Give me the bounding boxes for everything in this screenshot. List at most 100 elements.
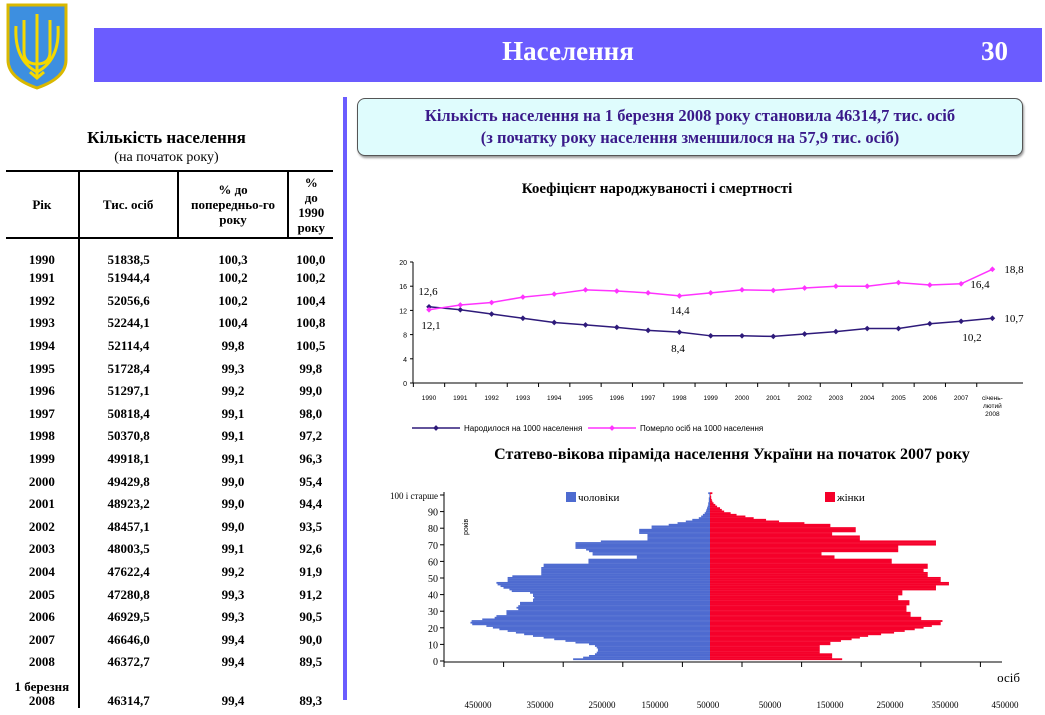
- bar-male: [497, 583, 710, 586]
- y-tick-label: 20: [399, 260, 407, 267]
- bar-female: [710, 621, 941, 624]
- bar-female: [710, 515, 746, 518]
- cell-pct-1990: 100,4: [296, 292, 326, 308]
- data-point: [926, 282, 933, 288]
- bar-female: [710, 548, 899, 551]
- line-chart-title: Коефіцієнт народжуваності і смертності: [522, 181, 793, 197]
- bar-male: [496, 581, 710, 584]
- x-tick-label: 150000: [642, 700, 670, 710]
- bar-female: [710, 568, 924, 571]
- bar-male: [706, 508, 710, 511]
- bar-male: [554, 638, 710, 641]
- bar-male: [702, 513, 710, 516]
- bar-female: [710, 510, 725, 513]
- bar-female: [710, 565, 928, 568]
- bar-female: [710, 505, 718, 508]
- info-line-1: Кількість населення на 1 березня 2008 ро…: [424, 106, 956, 125]
- table-row: 2007 46646,0 99,4 90,0: [6, 628, 333, 652]
- bar-female: [710, 581, 949, 584]
- data-point: [613, 324, 620, 331]
- x-tick-label: 350000: [527, 700, 555, 710]
- bar-female: [710, 588, 936, 591]
- bar-female: [710, 538, 860, 541]
- cell-thousands: 47280,8: [77, 583, 178, 606]
- cell-year: 1993: [28, 315, 55, 331]
- bar-male: [541, 571, 710, 574]
- bar-female: [710, 583, 949, 586]
- table-row: 2008 46372,7 99,4 89,5: [6, 651, 333, 674]
- cell-year: 2000: [28, 473, 55, 489]
- table-row: 2004 47622,4 99,2 91,9: [6, 560, 333, 584]
- x-tick-label: 2005: [891, 395, 906, 402]
- bar-female: [710, 628, 915, 631]
- legend-swatch-female: [825, 492, 835, 502]
- bar-male: [520, 601, 710, 604]
- data-point: [551, 319, 558, 326]
- cell-pct-1990: 96,3: [299, 451, 323, 467]
- bar-male: [482, 618, 710, 621]
- legend-marker: [609, 425, 615, 431]
- bar-female: [710, 590, 903, 593]
- cell-pct-1990: 90,0: [299, 631, 323, 647]
- bar-male: [647, 537, 710, 539]
- series-line-deaths: [428, 268, 993, 311]
- cell-pct-1990: 92,6: [299, 541, 323, 557]
- bar-male: [492, 626, 710, 629]
- bar-female: [710, 603, 910, 606]
- x-tick-label: 2001: [766, 395, 781, 402]
- bar-male: [588, 560, 710, 563]
- data-label: 12,6: [418, 286, 438, 298]
- cell-year: 2003: [28, 541, 55, 557]
- cell-pct-1990: 100,5: [296, 338, 326, 354]
- bar-female: [710, 522, 805, 524]
- bar-male: [470, 621, 710, 624]
- bar-male: [507, 630, 710, 632]
- legend-marker: [433, 425, 439, 431]
- bar-male: [530, 591, 710, 594]
- table-row: 1999 49918,1 99,1 96,3: [6, 447, 333, 471]
- bar-male: [541, 567, 710, 569]
- cell-year: 1996: [28, 383, 55, 399]
- data-point: [833, 328, 839, 335]
- bar-female: [710, 573, 928, 576]
- bar-male: [692, 518, 710, 521]
- bar-male: [573, 658, 710, 661]
- y-tick-label: 50: [428, 574, 438, 585]
- bar-female: [710, 498, 712, 501]
- bar-male: [541, 573, 710, 576]
- cell-year: 1991: [28, 270, 55, 286]
- cell-pct-1990: 99,8: [299, 360, 323, 376]
- bar-female: [710, 658, 843, 661]
- bar-male: [592, 553, 710, 556]
- data-point: [926, 320, 933, 327]
- cell-pct-prev: 99,2: [221, 383, 245, 399]
- bar-male: [518, 608, 710, 611]
- bar-female: [710, 500, 713, 503]
- cell-thousands: 47622,4: [77, 560, 178, 584]
- cell-year: 1999: [28, 451, 55, 467]
- bar-female: [710, 625, 932, 627]
- x-tick-label: 1998: [672, 395, 687, 402]
- bar-male: [583, 656, 710, 659]
- cell-year: 2007: [28, 631, 55, 647]
- data-point: [426, 303, 432, 310]
- data-point: [582, 287, 589, 293]
- cell-thousands: 51944,4: [77, 267, 178, 290]
- bar-female: [710, 518, 767, 521]
- bar-male: [708, 503, 710, 506]
- y-tick-label: 100 і старше: [390, 491, 438, 501]
- table-subtitle: (на початок року): [114, 150, 219, 165]
- cell-pct-1990: 95,4: [299, 473, 323, 489]
- bar-male: [708, 492, 710, 495]
- y-tick-label: 0: [403, 381, 407, 388]
- x-tick-label: лютий: [983, 402, 1002, 410]
- data-point: [707, 332, 714, 339]
- legend-label: Народилося на 1000 населення: [464, 424, 582, 433]
- series-line-births: [428, 306, 993, 338]
- y-tick-label: 10: [428, 640, 438, 651]
- x-tick-label: 2008: [985, 411, 1000, 418]
- x-tick-label: 1990: [422, 395, 437, 402]
- bar-male: [533, 595, 710, 598]
- bar-female: [710, 571, 928, 574]
